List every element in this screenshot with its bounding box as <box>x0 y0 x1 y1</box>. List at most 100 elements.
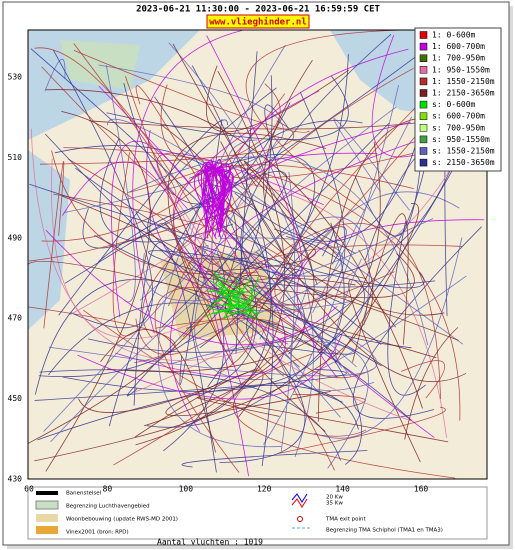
flights: Aantal vluchten : 1019 <box>157 538 263 547</box>
flight-track <box>78 368 257 413</box>
flight-track <box>34 279 300 395</box>
flight-track <box>124 76 228 265</box>
flight-track <box>277 406 446 455</box>
flight-track <box>333 118 410 211</box>
flight-track <box>45 89 423 409</box>
flight-track <box>149 160 227 275</box>
footer-legend: Banenstelsel Begrenzing Luchthavengebied… <box>27 486 488 540</box>
legend-label: 1: 600-700m <box>432 42 485 51</box>
flight-track <box>209 307 248 314</box>
flight-track <box>208 169 234 219</box>
flight-track <box>214 169 224 224</box>
legend-label: 1: 0-600m <box>432 31 476 40</box>
legend-swatch <box>419 100 428 109</box>
flight-track <box>45 229 338 346</box>
flight-track <box>226 139 352 377</box>
flight-track <box>41 93 286 242</box>
flight-track <box>199 54 349 349</box>
flight-track <box>204 169 216 218</box>
legend-swatch <box>419 66 428 74</box>
x-label: 120 <box>257 485 272 494</box>
runway-swatch <box>36 491 58 495</box>
flight-track <box>250 298 252 307</box>
flight-track <box>133 241 217 473</box>
flight-track <box>211 275 253 302</box>
y-label: 430 <box>8 475 23 484</box>
flight-track <box>52 49 153 329</box>
flight-track <box>245 29 400 211</box>
flight-track <box>206 35 303 278</box>
flight-track <box>106 75 349 141</box>
x-label: 140 <box>335 485 350 494</box>
legend-swatch <box>419 54 428 62</box>
flight-track <box>148 250 301 284</box>
flight-track <box>227 277 252 302</box>
tracks <box>27 29 486 479</box>
legend: 1: 0-600m 1: 600-700m 1: 700-950m 1: 950-15… <box>414 27 502 172</box>
flight-track <box>263 59 367 279</box>
flight-track <box>235 51 258 354</box>
vinex: Vinex2001 (bron: RPD) <box>66 530 129 536</box>
tma-exit: TMA exit point <box>325 517 366 523</box>
legend-swatch <box>419 31 428 39</box>
flight-track <box>225 277 356 432</box>
flight-track <box>206 169 222 212</box>
flight-track <box>108 120 363 427</box>
flight-track <box>221 196 445 316</box>
site-badge <box>206 14 310 29</box>
footer-box <box>27 486 488 540</box>
airport-swatch <box>35 500 59 510</box>
legend-box <box>414 27 502 172</box>
housing: Woonbebouwing (update RWS-MD 2001) <box>66 517 178 523</box>
flight-track <box>157 44 286 448</box>
flight-track <box>30 48 362 465</box>
flight-track <box>274 87 436 306</box>
flight-track <box>132 30 242 334</box>
flight-track <box>135 73 468 355</box>
flight-track <box>246 270 343 403</box>
flight-track <box>297 275 467 380</box>
flight-track <box>214 169 225 233</box>
flight-track <box>243 160 339 258</box>
flight-track <box>229 271 357 418</box>
legend-label: 1: 950-1550m <box>432 65 490 74</box>
flight-track <box>312 116 412 313</box>
flight-track <box>169 340 369 469</box>
flight-track <box>221 289 250 293</box>
flight-track <box>276 337 374 379</box>
flight-track <box>188 154 316 388</box>
site: www.vlieghinder.nl <box>209 17 307 28</box>
airport-boundary: Begrenzing Luchthavengebied <box>66 504 150 510</box>
flight-track <box>62 161 250 477</box>
flight-track <box>112 152 139 337</box>
x-label: 160 <box>414 485 429 494</box>
flight-track <box>199 253 415 299</box>
legend-swatch <box>419 42 428 51</box>
flight-track <box>404 327 459 440</box>
tma-boundary: Begrenzing TMA Schiphol (TMA1 en TMA3) <box>326 528 443 534</box>
legend-label: s: 950-1550m <box>432 135 490 144</box>
flight-track <box>123 83 291 205</box>
legend-swatch <box>419 147 428 155</box>
plot-border <box>27 29 488 480</box>
flight-track <box>82 30 451 249</box>
flight-track <box>214 167 222 227</box>
legend-swatch <box>419 77 428 86</box>
flight-track <box>211 297 224 304</box>
flight-track <box>34 368 347 401</box>
y-label: 470 <box>8 314 23 323</box>
flight-track <box>99 138 234 243</box>
x-label: 80 <box>103 485 113 494</box>
flight-track <box>228 304 259 317</box>
housing-swatch <box>36 514 58 522</box>
flight-track <box>83 309 367 437</box>
flight-track <box>48 335 378 377</box>
runways: Banenstelsel <box>66 491 102 497</box>
flight-track <box>48 302 412 421</box>
flight-track <box>244 307 259 319</box>
flight-track <box>168 42 314 458</box>
vinex-swatch <box>36 526 58 534</box>
flight-track <box>111 140 191 318</box>
flight-track <box>50 216 370 443</box>
